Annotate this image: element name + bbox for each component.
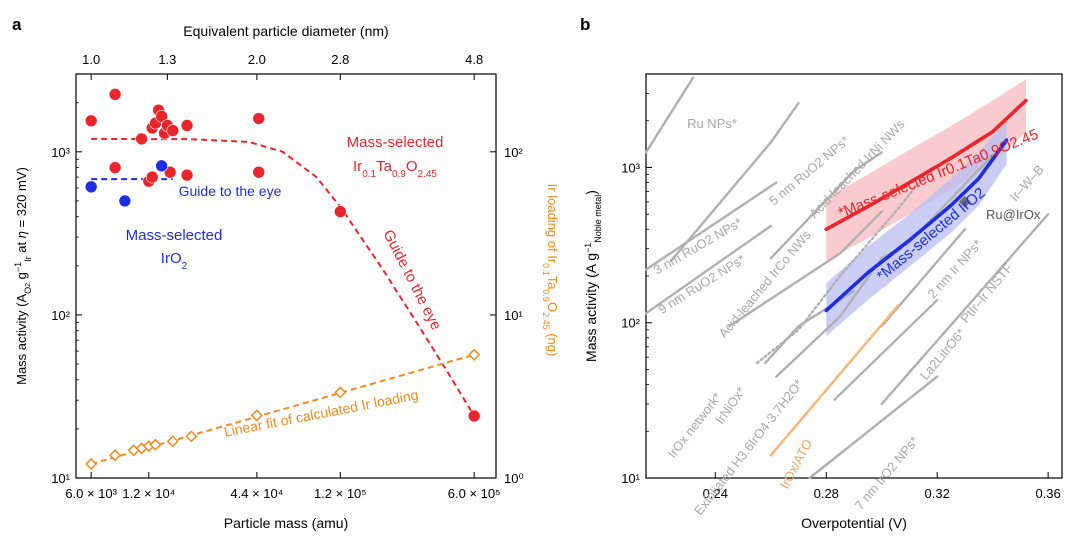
b-ref-line [669,101,800,263]
a-activity-point [180,168,194,182]
a-y-tick-label: 10² [51,308,70,323]
b-main-line [824,138,1009,313]
a-loading-point [149,438,162,451]
annotation-red-sub2: 0.9 [392,169,406,180]
b-x-tick-label: 0.36 [1035,486,1060,501]
b-ref-line [880,213,1050,406]
a-loading-point [166,435,179,448]
annotation-orange-fit: Linear fit of calculated Ir loading [222,386,419,439]
a-activity-point [108,88,122,101]
b-ref-label: Ir–W–B [1007,162,1047,204]
a-y-tick-label: 10¹ [51,471,70,486]
b-ref-line [769,303,900,457]
b-main-line [824,98,1028,232]
annotation-red-series-line2: Ir0.1Ta0.9O2.45 [353,158,437,180]
a-y2-tick-label: 10⁰ [504,471,524,486]
b-ref-line [644,181,778,271]
b-x-tick-label: 0.24 [703,486,728,501]
a-loading-point [85,457,98,470]
panel-a-plot-frame [75,73,497,479]
b-ref-label: IrOx network* [664,390,724,461]
b-x-tick-label: 0.28 [814,486,839,501]
b-ref-label: Ru NPs* [687,116,737,131]
a-x-tick-label: 4.4 × 10⁴ [230,486,283,501]
a-activity-point [252,112,266,125]
annotation-blue-iro: IrO [161,250,182,267]
panel-b-x-axis-title: Overpotential (V) [801,515,907,531]
a-x2-tick-label: 1.0 [82,52,100,67]
b-y-tick-label: 10³ [621,160,640,175]
a-fit-line [90,353,475,465]
a-activity-point [467,409,481,423]
b-ref-line [833,298,939,401]
a-activity-point [84,114,98,128]
a-x2-tick-label: 2.8 [331,52,349,67]
panel-a-label: a [12,15,22,34]
annotation-blue-series-line2: IrO2 [161,250,188,272]
b-ref-line [644,224,772,315]
annotation-blue-sub: 2 [182,261,188,272]
a-activity-point [118,194,132,208]
a-x-tick-label: 6.0 × 10³ [65,486,117,501]
annotation-red-series-line1: Mass-selected [347,134,444,151]
panel-a-top-axis-title: Equivalent particle diameter (nm) [183,23,388,39]
a-x2-tick-label: 1.3 [158,52,176,67]
annotation-red-sub1: 0.1 [362,169,376,180]
a-loading-point [250,409,263,422]
b-ref-line [728,210,883,328]
a-x2-tick-label: 4.8 [465,52,483,67]
a-y2-tick-label: 10¹ [504,308,523,323]
b-ref-label: IrOx/ATO [777,437,815,491]
a-activity-point [108,161,122,174]
b-ref-label: Acid-leached IrCo NWs [715,227,814,341]
annotation-blue-series-line1: Mass-selected [126,227,223,244]
a-activity-point [155,110,168,123]
annotation-red-sub3: 2.45 [418,169,438,180]
b-x-tick-label: 0.32 [925,486,950,501]
a-y2-tick-label: 10² [504,145,523,160]
a-activity-point [180,119,194,132]
annotation-blue-guide: Guide to the eye [179,183,282,199]
a-x-tick-label: 1.2 × 10⁴ [122,486,175,501]
a-activity-point [145,170,159,184]
b-ref-line [808,375,939,480]
a-x-tick-label: 6.0 × 10⁵ [448,486,501,501]
panel-a-y2-axis-title: Ir loading of Ir0.1Ta0.9O2.45 (ng) [541,184,560,357]
b-ref-label-ru-irox: Ru@IrOx [986,207,1041,222]
panel-a-y-axis-title: Mass activity (AO2 g−1Ir at η = 320 mV) [13,167,33,385]
a-loading-point [185,430,198,443]
a-loading-point [468,348,481,361]
panel-b: b 0.24 0.28 0.32 0.36 10¹ 10² 10³ Overpotentia… [580,15,1063,531]
a-loading-point [334,386,347,399]
a-x2-tick-label: 2.0 [248,52,266,67]
panel-b-label: b [580,15,590,34]
a-loading-point [109,449,122,462]
a-activity-point [135,132,148,146]
b-ref-label: PtIr–Ir NSTF [957,260,1015,326]
b-ref-marker [958,195,971,208]
b-ref-line [644,76,695,154]
a-activity-point [84,180,98,194]
a-x-tick-label: 1.2 × 10⁵ [314,486,367,501]
b-y-tick-label: 10¹ [621,471,640,486]
b-ref-line [769,151,883,260]
b-ref-label: 7 nm IrO2 NPs* [852,433,922,512]
a-activity-point [166,124,180,137]
b-y-tick-label: 10² [621,316,640,331]
a-fit-line [91,137,476,417]
annotation-red-ir: Ir [353,158,362,175]
a-activity-point [334,205,347,218]
b-confidence-band [826,120,1007,337]
annotation-red-o: O [406,158,418,175]
a-activity-point [155,159,168,173]
annotation-red-ta: Ta [376,158,393,175]
panel-b-y-axis-title: Mass activity (A g−1Noble metal) [583,190,603,362]
panel-a-x-axis-title: Particle mass (amu) [224,515,348,531]
panel-a: a 6.0 × 10³ 1.2 × 10⁴ 4.4 × 10⁴ 1.2 × 10⁵ 6.… [12,15,560,531]
a-activity-point [252,165,266,179]
a-y-tick-label: 10³ [51,145,70,160]
a-activity-point [163,165,177,179]
